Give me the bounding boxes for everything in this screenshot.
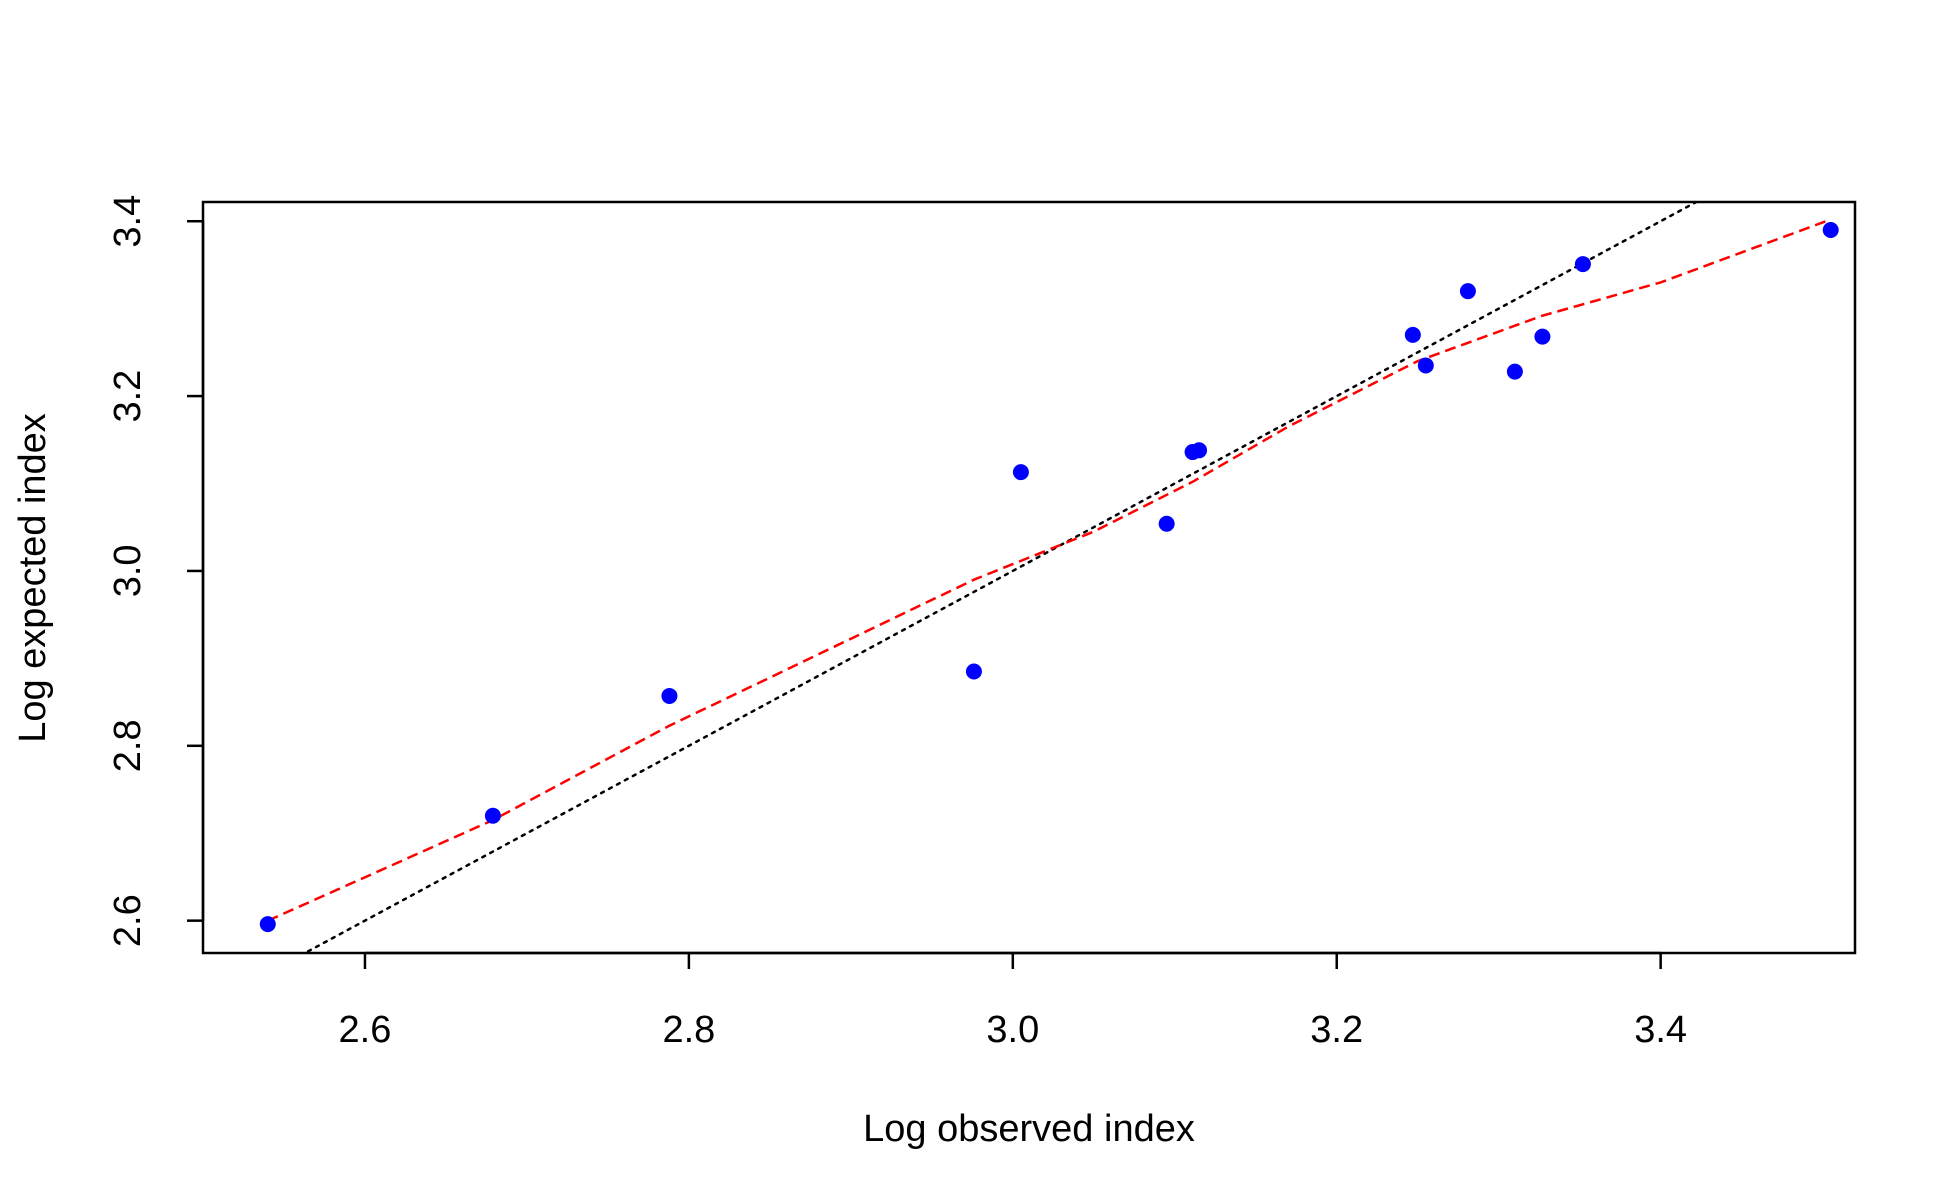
points-layer bbox=[259, 221, 1839, 933]
y-axis: 2.6 2.8 3.0 3.2 3.4 bbox=[107, 195, 205, 947]
identity-line bbox=[302, 202, 1699, 953]
data-point bbox=[1417, 357, 1434, 374]
x-axis-label: Log observed index bbox=[863, 1108, 1195, 1150]
identity-line-layer bbox=[302, 202, 1699, 953]
y-tick-label: 3.4 bbox=[107, 195, 149, 248]
smooth-line bbox=[267, 218, 1832, 922]
x-tick-label: 2.8 bbox=[662, 1009, 715, 1051]
data-point bbox=[1534, 328, 1551, 345]
y-tick-label: 2.6 bbox=[107, 894, 149, 947]
data-point bbox=[1404, 326, 1421, 343]
data-point bbox=[1822, 221, 1839, 238]
data-point bbox=[1012, 464, 1029, 481]
data-point bbox=[259, 916, 276, 933]
data-point bbox=[661, 687, 678, 704]
data-point bbox=[1459, 283, 1476, 300]
data-point bbox=[1574, 256, 1591, 273]
y-tick-label: 3.2 bbox=[107, 370, 149, 423]
data-point bbox=[1158, 515, 1175, 532]
y-axis-label: Log expected index bbox=[12, 413, 54, 743]
data-point bbox=[1506, 363, 1523, 380]
plot-frame bbox=[201, 200, 1857, 955]
data-point bbox=[484, 807, 501, 824]
x-axis: 2.6 2.8 3.0 3.2 3.4 bbox=[339, 951, 1687, 1051]
x-tick-label: 3.2 bbox=[1310, 1009, 1363, 1051]
data-point bbox=[965, 663, 982, 680]
smooth-line-layer bbox=[267, 218, 1832, 922]
y-tick-label: 3.0 bbox=[107, 544, 149, 597]
x-tick-label: 2.6 bbox=[339, 1009, 392, 1051]
data-point bbox=[1191, 442, 1208, 459]
x-tick-label: 3.0 bbox=[986, 1009, 1039, 1051]
y-tick-label: 2.8 bbox=[107, 719, 149, 772]
x-tick-label: 3.4 bbox=[1634, 1009, 1687, 1051]
